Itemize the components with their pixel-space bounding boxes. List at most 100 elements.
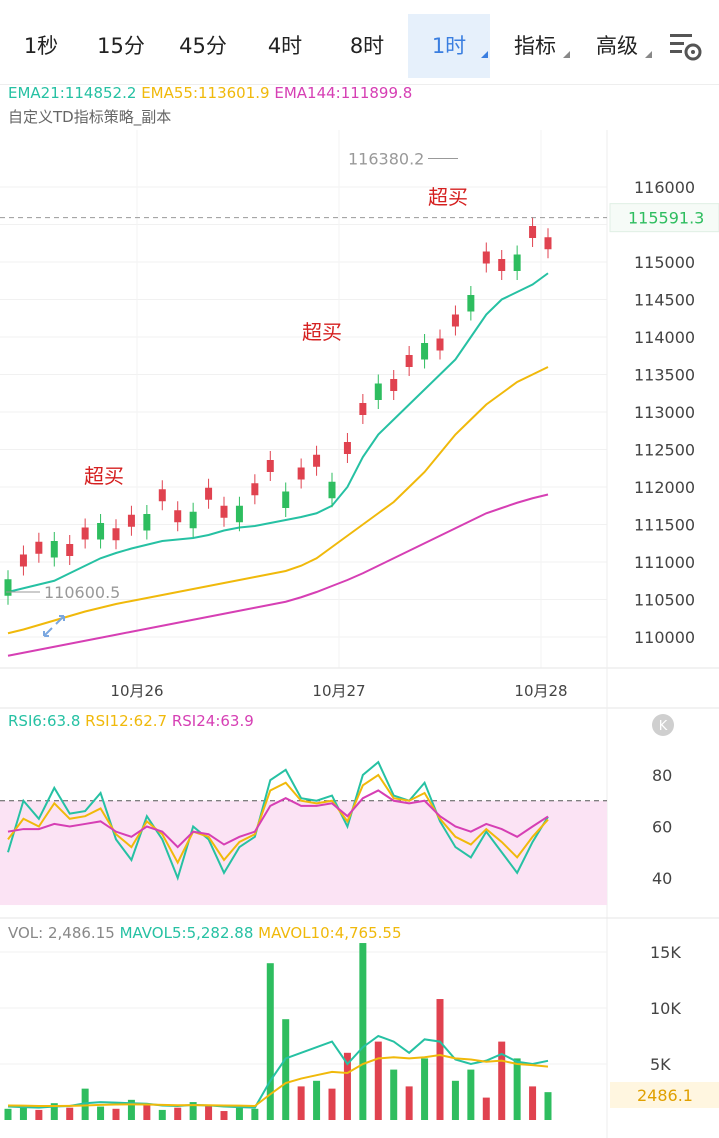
- tab-label: 高级: [596, 34, 638, 58]
- low-marker-label: 110600.5: [44, 583, 120, 602]
- volume-bar: [189, 1102, 197, 1120]
- volume-bar: [529, 1086, 537, 1120]
- candle-body: [4, 579, 12, 596]
- overbought-annotation: 超买: [84, 464, 124, 488]
- mavol10-line: [7, 1054, 549, 1108]
- tab-1h[interactable]: 1时: [408, 14, 490, 78]
- tab-45m[interactable]: 45分: [166, 14, 240, 78]
- overbought-annotation: 超买: [428, 185, 468, 209]
- candle-body: [97, 523, 105, 540]
- candle-body: [421, 343, 429, 360]
- price-tick-label: 111000: [634, 553, 695, 572]
- strategy-label: 自定义TD指标策略_副本: [8, 108, 172, 126]
- rsi24-value: RSI24:63.9: [171, 712, 254, 730]
- vol-tick-label: 5K: [650, 1055, 671, 1074]
- volume-bar: [405, 1086, 413, 1120]
- last-price-label: 115591.3: [628, 209, 704, 228]
- volume-bar: [313, 1080, 321, 1120]
- volume-bar: [498, 1041, 506, 1120]
- rsi12-line: [7, 773, 549, 865]
- rsi-legend: RSI6:63.8 RSI12:62.7 RSI24:63.9: [8, 712, 254, 730]
- tab-label: 1时: [431, 34, 467, 58]
- price-tick-label: 110500: [634, 591, 695, 610]
- volume-bar: [544, 1092, 552, 1120]
- candle-body: [359, 403, 367, 415]
- price-tick-label: 115000: [634, 253, 695, 272]
- tab-4h[interactable]: 4时: [248, 14, 322, 78]
- tab-label: 15分: [97, 34, 145, 58]
- tab-1s[interactable]: 1秒: [6, 14, 76, 78]
- chart-settings-icon[interactable]: [668, 30, 704, 64]
- candle-body: [19, 554, 27, 567]
- candle-body: [112, 528, 120, 541]
- tab-advanced[interactable]: 高级: [580, 14, 654, 78]
- price-tick-label: 111500: [634, 516, 695, 535]
- ema55-value: EMA55:113601.9: [141, 84, 270, 102]
- vol-last-label: 2486.1: [637, 1086, 693, 1105]
- rsi12-value: RSI12:62.7: [85, 712, 168, 730]
- dropdown-caret-icon: [645, 51, 652, 58]
- candle-body: [436, 338, 444, 351]
- ema144-line: [7, 493, 549, 657]
- ema-legend: EMA21:114852.2 EMA55:113601.9 EMA144:111…: [8, 84, 412, 102]
- tab-label: 45分: [179, 34, 227, 58]
- candle-body: [498, 259, 506, 271]
- volume-bar: [374, 1041, 382, 1120]
- price-tick-label: 116000: [634, 178, 695, 197]
- volume-bar: [467, 1069, 475, 1120]
- volume-bar: [390, 1069, 398, 1120]
- candle-body: [390, 379, 398, 391]
- mavol5-line: [7, 1034, 549, 1109]
- tab-label: 4时: [267, 34, 303, 58]
- timeframe-tab-bar: 1秒 15分 45分 4时 8时 1时 指标 高级: [0, 0, 719, 85]
- last-price-box: [609, 203, 719, 233]
- candle-body: [467, 295, 475, 312]
- expand-icon: [43, 615, 65, 637]
- ema144-value: EMA144:111899.8: [274, 84, 413, 102]
- ema21-value: EMA21:114852.2: [8, 84, 137, 102]
- tab-label: 指标: [514, 34, 556, 58]
- rsi-tick-label: 80: [652, 766, 672, 785]
- candle-body: [235, 505, 243, 523]
- volume-bar: [158, 1109, 166, 1120]
- volume-bar: [451, 1080, 459, 1120]
- rsi-tick-label: 60: [652, 818, 672, 837]
- volume-bar: [266, 963, 274, 1120]
- volume-bar: [421, 1058, 429, 1120]
- tab-15m[interactable]: 15分: [84, 14, 158, 78]
- volume-bar: [97, 1106, 105, 1120]
- date-tick-label: 10月27: [312, 682, 365, 700]
- dropdown-caret-icon: [481, 51, 488, 58]
- volume-bar: [328, 1088, 336, 1120]
- ema21-line: [7, 272, 549, 593]
- price-tick-label: 114500: [634, 291, 695, 310]
- tab-indicators[interactable]: 指标: [498, 14, 572, 78]
- candle-body: [66, 544, 74, 556]
- volume-bar: [50, 1103, 58, 1120]
- vol-value: VOL: 2,486.15: [8, 924, 115, 942]
- volume-bar: [112, 1108, 120, 1120]
- vol-legend: VOL: 2,486.15 MAVOL5:5,282.88 MAVOL10:4,…: [8, 924, 402, 942]
- candle-body: [220, 505, 228, 518]
- volume-bar: [205, 1105, 213, 1120]
- rsi-tick-label: 40: [652, 869, 672, 888]
- candle-body: [158, 489, 166, 502]
- volume-bar: [343, 1052, 351, 1120]
- candle-body: [81, 527, 89, 540]
- collapse-icon-glyph: K: [659, 719, 668, 734]
- candle-body: [513, 254, 521, 271]
- tab-8h[interactable]: 8时: [330, 14, 404, 78]
- volume-bar: [66, 1107, 74, 1120]
- date-tick-label: 10月26: [110, 682, 163, 700]
- dropdown-caret-icon: [563, 51, 570, 58]
- volume-bar: [235, 1106, 243, 1120]
- volume-bar: [482, 1097, 490, 1120]
- candle-body: [127, 514, 135, 527]
- candle-body: [405, 355, 413, 367]
- candle-body: [482, 251, 490, 264]
- volume-bar: [251, 1108, 259, 1120]
- volume-bar: [436, 999, 444, 1120]
- rsi6-line: [7, 760, 549, 882]
- candle-body: [328, 481, 336, 499]
